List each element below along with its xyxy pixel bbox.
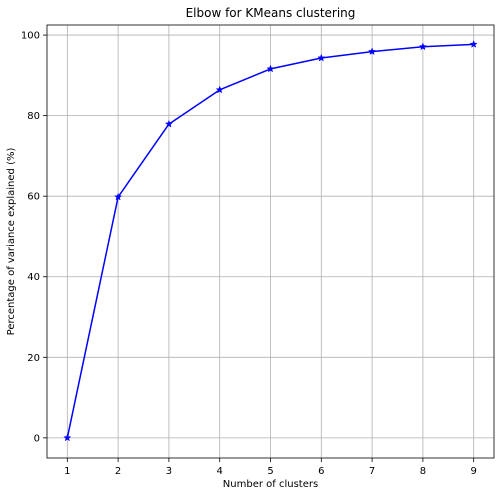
x-tick-label: 2 bbox=[115, 466, 121, 477]
data-point bbox=[469, 40, 478, 48]
x-tick-label: 1 bbox=[64, 466, 70, 477]
y-tick-label: 100 bbox=[21, 31, 40, 42]
y-tick-label: 80 bbox=[27, 111, 40, 122]
data-point bbox=[63, 433, 72, 442]
ticks-layer: 1 2 3 4 5 6 7 8 9 0 20 40 60 80 100 bbox=[21, 31, 477, 477]
data-point bbox=[215, 85, 224, 94]
x-tick-label: 4 bbox=[217, 466, 223, 477]
x-tick-label: 9 bbox=[470, 466, 476, 477]
plot-frame bbox=[46, 24, 495, 459]
data-point bbox=[317, 53, 326, 62]
data-point bbox=[266, 64, 275, 73]
x-tick-label: 8 bbox=[420, 466, 426, 477]
data-point bbox=[114, 192, 123, 201]
x-tick-label: 3 bbox=[166, 466, 172, 477]
y-tick-label: 60 bbox=[27, 192, 40, 203]
x-tick-label: 6 bbox=[318, 466, 324, 477]
x-axis-label: Number of clusters bbox=[223, 479, 318, 490]
data-point bbox=[367, 47, 377, 56]
x-tick-label: 7 bbox=[369, 466, 375, 477]
data-point bbox=[418, 42, 427, 51]
y-tick-label: 40 bbox=[27, 272, 40, 283]
data-point bbox=[164, 119, 174, 128]
y-tick-label: 0 bbox=[34, 433, 40, 444]
y-axis-label: Percentage of variance explained (%) bbox=[6, 148, 17, 336]
chart-title: Elbow for KMeans clustering bbox=[186, 6, 356, 20]
y-tick-label: 20 bbox=[27, 353, 40, 364]
x-tick-label: 5 bbox=[267, 466, 273, 477]
grid-layer bbox=[47, 25, 494, 458]
series-layer bbox=[63, 40, 478, 442]
